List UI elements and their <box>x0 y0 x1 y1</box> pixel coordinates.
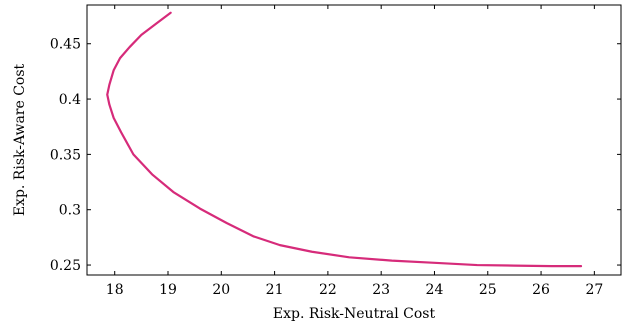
x-tick-label: 18 <box>106 282 124 298</box>
x-tick-label: 21 <box>266 282 284 298</box>
x-axis-label: Exp. Risk-Neutral Cost <box>273 306 436 322</box>
x-tick-label: 25 <box>479 282 497 298</box>
y-tick-label: 0.35 <box>50 147 81 163</box>
axis-ticks: 18 19 20 21 22 23 24 25 26 27 0.25 0.3 0.35 0.4 0.45 <box>50 5 621 298</box>
y-tick-label: 0.3 <box>59 203 81 219</box>
y-axis-label: Exp. Risk-Aware Cost <box>12 63 28 216</box>
x-tick-label: 22 <box>319 282 337 298</box>
x-tick-label: 26 <box>532 282 550 298</box>
x-tick-label: 20 <box>212 282 230 298</box>
y-tick-label: 0.4 <box>59 92 81 108</box>
x-tick-label: 23 <box>372 282 390 298</box>
y-tick-label: 0.25 <box>50 258 81 274</box>
x-tick-label: 19 <box>159 282 177 298</box>
x-tick-label: 24 <box>426 282 444 298</box>
y-tick-label: 0.45 <box>50 37 81 53</box>
series-group <box>106 11 583 268</box>
plot-frame <box>86 4 622 276</box>
series-line <box>106 11 583 268</box>
x-tick-label: 27 <box>585 282 603 298</box>
